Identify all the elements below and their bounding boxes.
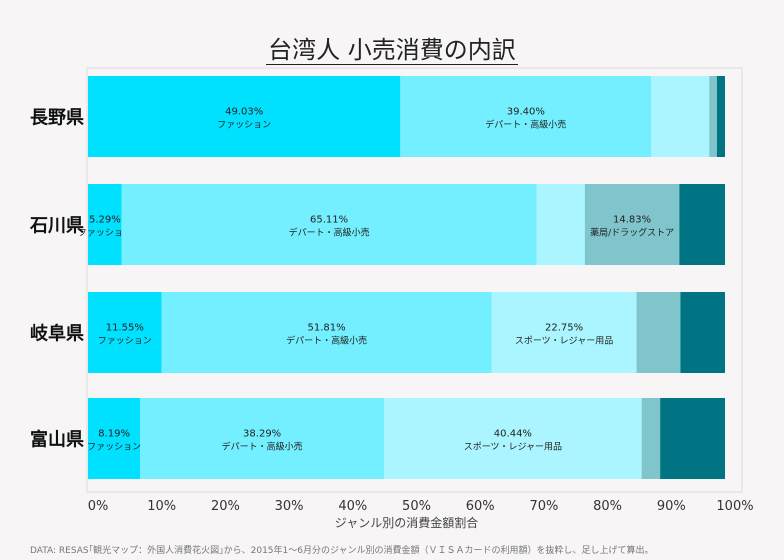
data-label: 65.11% xyxy=(310,215,348,226)
bar-segment xyxy=(716,76,725,157)
bar-segment xyxy=(161,292,492,373)
x-tick-label: 60% xyxy=(466,499,495,514)
category-label: 石川県 xyxy=(29,216,84,237)
data-label: 8.19% xyxy=(98,429,130,440)
plot-frame xyxy=(86,67,743,493)
category-label: 富山県 xyxy=(30,429,84,451)
bar-segment xyxy=(660,398,725,479)
bar-segment xyxy=(400,76,652,157)
data-label-genre: ファッション xyxy=(217,121,271,131)
data-label: 51.81% xyxy=(308,323,346,334)
bar-segment xyxy=(140,398,385,479)
bar-segment xyxy=(641,398,661,479)
x-tick-label: 50% xyxy=(402,499,431,514)
bar-segment xyxy=(636,292,681,373)
data-label-genre: ファッション xyxy=(78,229,132,239)
x-tick-label: 70% xyxy=(529,499,558,514)
data-label-genre: ファッション xyxy=(87,443,141,453)
data-label: 11.55% xyxy=(106,323,144,334)
data-label: 49.03% xyxy=(225,107,263,118)
bar-segment xyxy=(584,184,680,265)
data-label: 14.83% xyxy=(613,215,651,226)
data-label-genre: デパート・高級小売 xyxy=(286,335,367,347)
data-label: 39.40% xyxy=(507,107,545,118)
bar-segment xyxy=(121,184,537,265)
chart-title: 台湾人 小売消費の内訳 xyxy=(266,36,518,65)
bar-segment xyxy=(491,292,637,373)
data-label-genre: ファッション xyxy=(98,337,152,347)
x-tick-label: 20% xyxy=(211,499,240,514)
data-label-genre: デパート・高級小売 xyxy=(222,441,303,453)
bar-segment xyxy=(709,76,717,157)
category-label: 岐阜県 xyxy=(30,323,84,345)
category-label: 長野県 xyxy=(30,108,84,129)
x-tick-label: 100% xyxy=(716,499,753,514)
data-label-genre: デパート・高級小売 xyxy=(485,119,566,131)
data-label-genre: デパート・高級小売 xyxy=(289,227,370,239)
bar-segment xyxy=(651,76,710,157)
x-tick-label: 90% xyxy=(657,499,686,514)
x-axis-label: ジャンル別の消費金額割合 xyxy=(334,516,479,530)
bar-segment xyxy=(536,184,585,265)
bar-segment xyxy=(679,184,725,265)
bar-segment xyxy=(88,398,141,479)
bar-segment xyxy=(384,398,642,479)
bar-segment xyxy=(680,292,725,373)
bar-segment xyxy=(88,184,122,265)
bar-segment xyxy=(88,292,162,373)
x-tick-label: 30% xyxy=(275,499,304,514)
data-label: 38.29% xyxy=(243,429,281,440)
data-label: 22.75% xyxy=(545,323,583,334)
x-tick-label: 0% xyxy=(88,499,109,514)
x-tick-label: 10% xyxy=(147,499,176,514)
data-label-genre: 薬局/ドラッグストア xyxy=(590,227,674,239)
x-tick-label: 80% xyxy=(593,499,622,514)
data-source-note: DATA: RESAS｢観光マップ：外国人消費花火図｣から、2015年1～6月分… xyxy=(30,546,654,556)
data-label: 40.44% xyxy=(494,429,532,440)
x-tick-label: 40% xyxy=(338,499,367,514)
data-label-genre: スポーツ・レジャー用品 xyxy=(464,442,562,453)
bar-segment xyxy=(88,76,401,157)
data-label: 5.29% xyxy=(89,215,121,226)
data-label-genre: スポーツ・レジャー用品 xyxy=(515,336,613,347)
